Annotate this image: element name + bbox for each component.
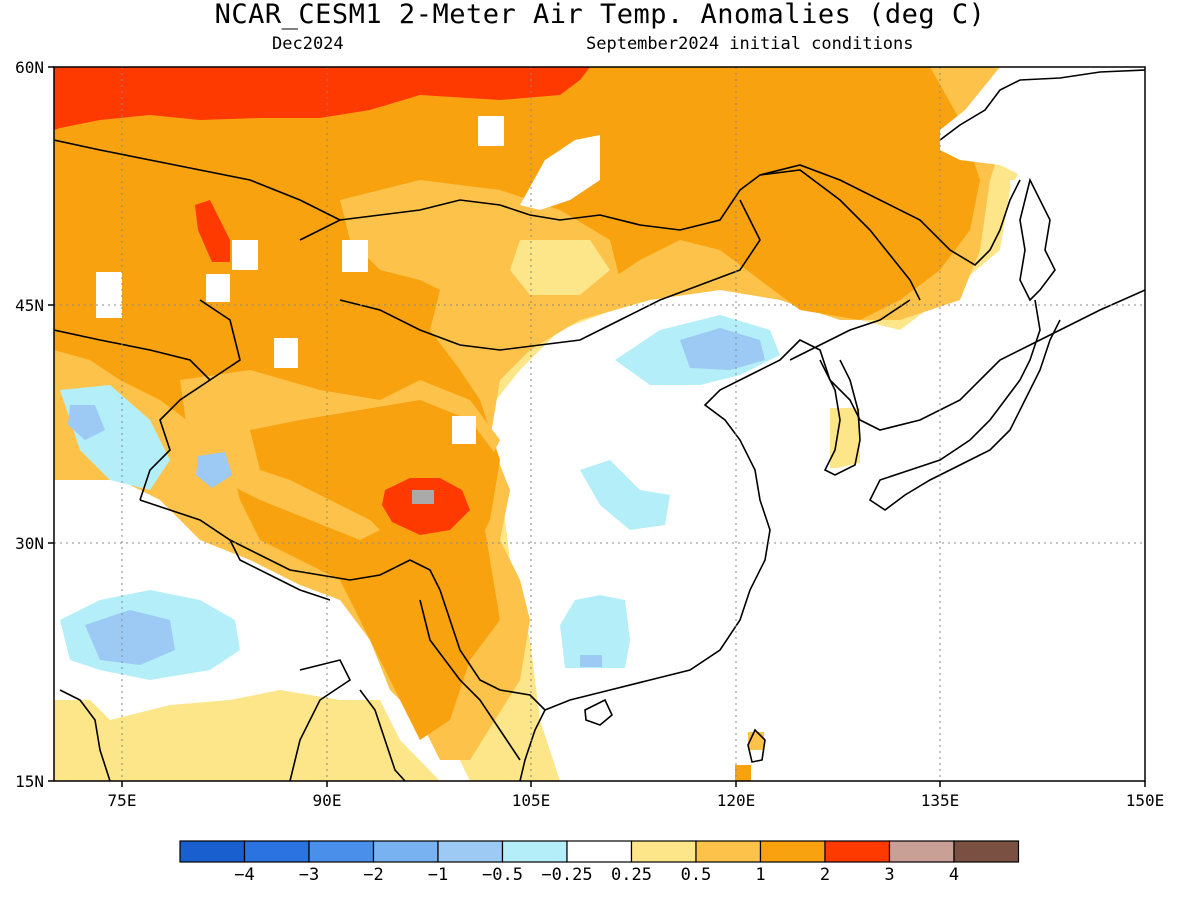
graticule: [54, 67, 1145, 781]
coastline-taiwan: [747, 728, 766, 763]
lat-label-30n: 30N: [15, 534, 44, 553]
border-north-korea: [789, 299, 911, 361]
lon-label-75e: 75E: [108, 791, 137, 810]
anomaly-region-cool-tarim: [196, 452, 232, 488]
colorbar-swatch: [953, 840, 1020, 863]
axis-ticks: [48, 66, 1146, 787]
colorbar-swatch: [501, 840, 568, 863]
border-china-west: [139, 299, 241, 501]
coastline-china: [544, 289, 1145, 711]
lon-label-135e: 135E: [921, 791, 960, 810]
coastline-indochina: [519, 709, 546, 781]
coastline-hainan: [584, 698, 613, 726]
map-title: NCAR_CESM1 2-Meter Air Temp. Anomalies (…: [214, 0, 986, 30]
map-field: [54, 67, 1145, 781]
colorbar-swatch: [695, 840, 762, 863]
colorbar: −4 −3 −2 −1 −0.5 −0.25 0.25 0.5 1 2 3 4: [179, 840, 1020, 885]
lat-label-45n: 45N: [15, 296, 44, 315]
coastline-japan: [868, 299, 1061, 511]
colorbar-label: −1: [428, 865, 448, 885]
anomaly-region-pale-yellow-south: [54, 690, 440, 781]
lake-mask: [232, 240, 258, 270]
forecast-month: Dec2024: [272, 34, 344, 54]
colorbar-swatch: [179, 840, 246, 863]
anomaly-region-cool-india-core: [85, 610, 175, 665]
anomaly-region-cool-south-china-core: [580, 655, 602, 667]
border-myanmar: [439, 589, 546, 711]
coastline-russia-pacific: [939, 69, 1145, 141]
border-russia-china-ne: [759, 164, 1021, 267]
colorbar-label: −3: [299, 865, 319, 885]
coastline-korea: [819, 359, 861, 476]
colorbar-swatch: [566, 840, 633, 863]
ocean-mask-pacific: [760, 180, 1145, 781]
initial-conditions-label: September2024 initial conditions: [586, 34, 914, 54]
coastline-india-east: [289, 659, 352, 781]
anomaly-region-extreme: [412, 490, 434, 504]
colorbar-swatch: [243, 840, 310, 863]
lat-label-60n: 60N: [15, 58, 44, 77]
coastline-india-west: [59, 689, 111, 781]
border-indochina-inner: [419, 599, 521, 761]
colorbar-label: 2: [820, 865, 830, 885]
colorbar-label: −4: [234, 865, 254, 885]
colorbar-swatch: [437, 840, 504, 863]
lon-label-105e: 105E: [512, 791, 551, 810]
anomaly-region-korea-warm: [830, 408, 860, 468]
border-himalaya: [139, 499, 441, 591]
anomaly-region-cool-north-china-core: [680, 328, 765, 370]
anomaly-region-red-tibet: [382, 478, 470, 535]
anomaly-region-orange: [54, 67, 980, 740]
anomaly-region-pale-yellow-mongolia-2: [510, 240, 610, 295]
border-india-nepal: [229, 539, 331, 601]
colorbar-swatch: [308, 840, 375, 863]
colorbar-swatch: [824, 840, 891, 863]
border-mongolia: [299, 169, 921, 301]
coastline-myanmar: [359, 689, 406, 781]
colorbar-swatch: [888, 840, 955, 863]
lake-mask-baikal-2: [520, 135, 600, 210]
lake-mask: [206, 274, 230, 302]
anomaly-region-cool-central-china: [580, 460, 670, 530]
border-kazakh-russia: [54, 139, 341, 221]
sea-mask-okhotsk: [940, 67, 1145, 180]
anomaly-region-cool-south-china: [560, 595, 630, 668]
anomaly-region-cool-karakoram-core: [68, 405, 105, 440]
lake-mask-qinghai: [452, 416, 476, 444]
map-frame: [53, 66, 1146, 782]
lon-label-150e: 150E: [1126, 791, 1165, 810]
colorbar-swatch: [759, 840, 826, 863]
colorbar-label: 4: [949, 865, 959, 885]
colorbar-label: 0.25: [611, 865, 652, 885]
colorbar-label: −0.25: [541, 865, 592, 885]
colorbar-label: −2: [363, 865, 383, 885]
colorbar-swatch: [630, 840, 697, 863]
anomaly-region-luzon-warm: [735, 765, 751, 781]
colorbar-label: 3: [884, 865, 894, 885]
lake-mask: [274, 338, 298, 368]
lake-mask-balkhash: [96, 272, 122, 318]
coastline-hokkaido: [1019, 177, 1056, 302]
colorbar-swatch: [372, 840, 439, 863]
colorbar-label: 1: [755, 865, 765, 885]
lake-mask: [342, 240, 368, 272]
colorbar-label: −0.5: [482, 865, 523, 885]
coastlines-borders: [54, 69, 1145, 781]
border-central-asia: [54, 329, 211, 381]
lon-label-90e: 90E: [313, 791, 342, 810]
colorbar-label: 0.5: [681, 865, 712, 885]
lat-label-15n: 15N: [15, 772, 44, 791]
lon-label-120e: 120E: [717, 791, 756, 810]
anomaly-region-red-north: [54, 67, 590, 130]
anomaly-region-red-kazakh: [195, 200, 230, 262]
border-mongolia-south: [339, 199, 761, 351]
lake-mask-baikal: [478, 116, 504, 146]
